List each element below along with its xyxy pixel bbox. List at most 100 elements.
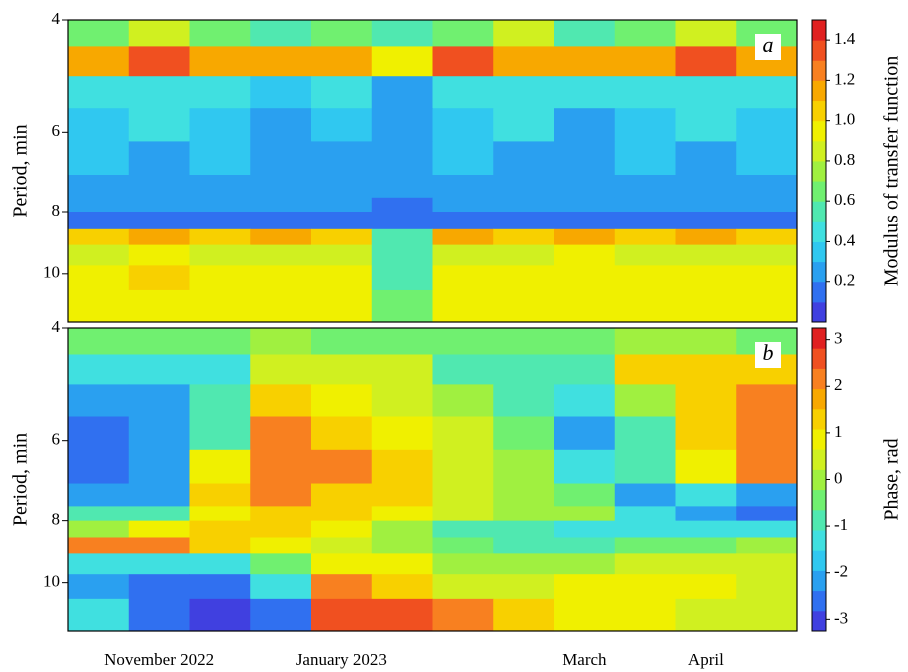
heatmap-cell bbox=[493, 506, 555, 522]
heatmap-cell bbox=[128, 328, 190, 355]
heatmap-cell bbox=[493, 449, 555, 485]
heatmap-cell bbox=[189, 328, 251, 355]
heatmap-cell bbox=[128, 553, 190, 575]
colorbar-tick-label: 1.0 bbox=[834, 110, 855, 129]
heatmap-cell bbox=[554, 483, 616, 507]
heatmap-cell bbox=[675, 328, 737, 355]
y-tick-label: 4 bbox=[52, 317, 61, 336]
heatmap-cell bbox=[189, 506, 251, 522]
heatmap-cell bbox=[493, 108, 555, 142]
colorbar-tick-label: -1 bbox=[834, 515, 848, 534]
heatmap-cell bbox=[736, 244, 798, 266]
heatmap-cell bbox=[68, 416, 130, 451]
colorbar-step bbox=[812, 530, 826, 551]
heatmap-cell bbox=[675, 175, 737, 199]
heatmap-cell bbox=[68, 384, 130, 418]
colorbar-step bbox=[812, 40, 826, 61]
heatmap-cell bbox=[250, 228, 312, 246]
heatmap-cell bbox=[189, 175, 251, 199]
colorbar-label: Modulus of transfer function bbox=[881, 56, 903, 287]
heatmap-cell bbox=[371, 141, 433, 176]
colorbar-step bbox=[812, 181, 826, 202]
heatmap-cell bbox=[189, 289, 251, 323]
heatmap-cell bbox=[736, 289, 798, 323]
heatmap-cell bbox=[128, 76, 190, 109]
heatmap-cell bbox=[554, 228, 616, 246]
heatmap-cell bbox=[68, 553, 130, 575]
heatmap-cell bbox=[250, 537, 312, 554]
heatmap-cell bbox=[128, 416, 190, 451]
heatmap-cell bbox=[128, 483, 190, 507]
heatmap-cell bbox=[128, 244, 190, 266]
colorbar-step bbox=[812, 221, 826, 242]
x-tick-label: January 2023 bbox=[296, 650, 387, 669]
heatmap-cell bbox=[250, 483, 312, 507]
heatmap-cell bbox=[371, 212, 433, 230]
heatmap-cell bbox=[68, 598, 130, 632]
colorbar-tick-label: 1 bbox=[834, 422, 843, 441]
heatmap-cell bbox=[250, 553, 312, 575]
heatmap-cell bbox=[128, 175, 190, 199]
colorbar-step bbox=[812, 348, 826, 369]
heatmap-cell bbox=[614, 384, 676, 418]
heatmap-cell bbox=[68, 228, 130, 246]
colorbar-tick-label: 1.4 bbox=[834, 29, 856, 48]
panel-label-box bbox=[755, 342, 781, 368]
heatmap-cell bbox=[493, 20, 555, 47]
heatmap-cell bbox=[614, 416, 676, 451]
heatmap-cell bbox=[311, 553, 373, 575]
heatmap-cell bbox=[311, 228, 373, 246]
heatmap-cell bbox=[311, 574, 373, 600]
heatmap-cell bbox=[68, 354, 130, 385]
colorbar-frame bbox=[811, 19, 827, 323]
heatmap-cell bbox=[736, 449, 798, 485]
heatmap-cell bbox=[432, 354, 494, 385]
heatmap-cell bbox=[371, 228, 433, 246]
heatmap-cell bbox=[493, 483, 555, 507]
heatmap-cell bbox=[311, 197, 373, 213]
heatmap-cell bbox=[189, 483, 251, 507]
heatmap-cell bbox=[736, 384, 798, 418]
heatmap-cell bbox=[371, 197, 433, 213]
heatmap-cell bbox=[736, 483, 798, 507]
colorbar-tick-label: 1.2 bbox=[834, 69, 855, 88]
heatmap-cell bbox=[675, 244, 737, 266]
heatmap-cell bbox=[68, 506, 130, 522]
heatmap-cell bbox=[614, 141, 676, 176]
heatmap-cell bbox=[614, 537, 676, 554]
heatmap-cell bbox=[493, 598, 555, 632]
heatmap-cell bbox=[554, 108, 616, 142]
heatmap-cell bbox=[493, 354, 555, 385]
heatmap-cell bbox=[675, 598, 737, 632]
heatmap-cell bbox=[189, 212, 251, 230]
heatmap-cell bbox=[371, 416, 433, 451]
heatmap-cell bbox=[432, 553, 494, 575]
colorbar-step bbox=[812, 469, 826, 491]
heatmap-cell bbox=[68, 483, 130, 507]
heatmap-cell bbox=[128, 212, 190, 230]
y-tick-label: 10 bbox=[43, 572, 60, 591]
heatmap-cell bbox=[189, 354, 251, 385]
heatmap-cell bbox=[371, 76, 433, 109]
y-tick-label: 8 bbox=[52, 201, 61, 220]
heatmap-cell bbox=[736, 520, 798, 538]
heatmap-cell bbox=[128, 384, 190, 418]
heatmap-cell bbox=[189, 20, 251, 47]
colorbar-step bbox=[812, 429, 826, 450]
plot-frame bbox=[67, 19, 798, 323]
heatmap-cell bbox=[250, 244, 312, 266]
heatmap-cell bbox=[432, 520, 494, 538]
heatmap-cell bbox=[614, 46, 676, 77]
colorbar-step bbox=[812, 489, 826, 511]
heatmap-cell bbox=[432, 141, 494, 176]
colorbar-tick-label: 0.6 bbox=[834, 190, 855, 209]
heatmap-cell bbox=[250, 354, 312, 385]
colorbar-step bbox=[812, 20, 826, 41]
heatmap-cell bbox=[614, 483, 676, 507]
heatmap-cell bbox=[432, 416, 494, 451]
heatmap-cell bbox=[432, 46, 494, 77]
heatmap-cell bbox=[554, 520, 616, 538]
heatmap-cell bbox=[371, 537, 433, 554]
heatmap-cell bbox=[311, 506, 373, 522]
heatmap-cell bbox=[614, 212, 676, 230]
